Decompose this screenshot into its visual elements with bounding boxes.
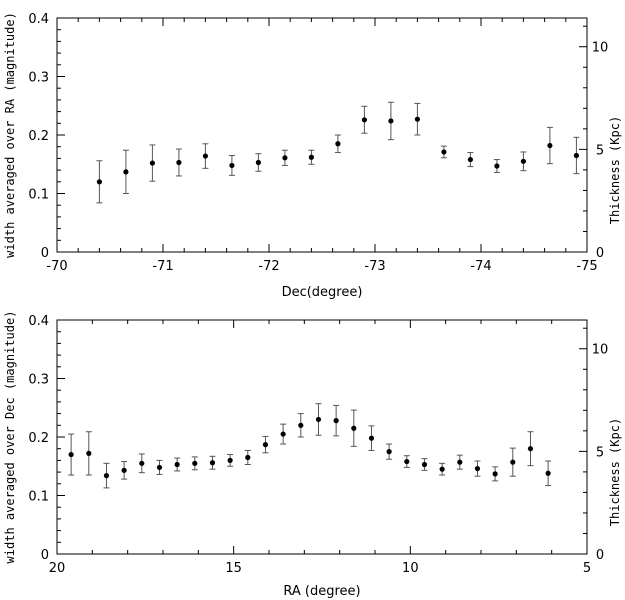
data-point: [414, 116, 420, 122]
data-point: [282, 155, 288, 161]
data-point: [335, 141, 341, 147]
x-tick-label: -74: [470, 259, 491, 274]
data-marks-ra: [68, 403, 552, 489]
data-point: [467, 156, 473, 163]
plot-frame-dec: [56, 17, 588, 253]
y-tick-label: 0.3: [28, 373, 49, 388]
data-point: [404, 458, 410, 465]
x-tick-label: 20: [49, 561, 66, 576]
data-point: [573, 152, 580, 159]
data-point: [255, 159, 261, 166]
data-point: [545, 470, 551, 476]
plot-frame-ra: [56, 319, 588, 555]
data-point: [103, 473, 110, 479]
data-point: [96, 179, 102, 185]
y-tick-label: 0.4: [28, 314, 49, 329]
data-point: [315, 416, 322, 423]
y-tick-label: 0.2: [28, 129, 49, 144]
data-point: [547, 142, 553, 149]
x-axis-label-dec: Dec(degree): [282, 285, 363, 300]
data-point: [192, 460, 198, 466]
data-point: [176, 159, 182, 166]
data-point: [308, 154, 314, 160]
data-point: [298, 422, 304, 428]
data-point: [351, 425, 357, 431]
data-point: [86, 450, 92, 456]
y2-axis-label-ra: Thickness (Kpc): [608, 418, 622, 526]
y-tick-label: 0.1: [28, 490, 49, 505]
data-point: [262, 442, 269, 448]
data-point: [123, 169, 129, 175]
y-axis-label-dec: width averaged over RA (magnitude): [3, 12, 17, 258]
x-axis-label-ra: RA (degree): [283, 584, 360, 599]
y2-tick-label: 0: [596, 246, 604, 261]
x-tick-label: 15: [225, 561, 242, 576]
data-point: [441, 149, 447, 155]
data-point: [520, 158, 527, 164]
data-point: [386, 449, 392, 455]
y2-tick-label: 5: [596, 143, 604, 158]
data-point: [245, 454, 251, 461]
data-point: [229, 162, 235, 169]
data-point: [174, 461, 180, 468]
y2-tick-label: 10: [592, 41, 609, 56]
y-axis-label-ra: width averaged over Dec (magnitude): [3, 311, 17, 564]
y-tick-label: 0.4: [28, 12, 49, 27]
data-point: [149, 160, 155, 166]
y2-tick-label: 0: [596, 548, 604, 563]
data-point: [421, 461, 428, 468]
data-point: [439, 466, 445, 472]
data-point: [494, 163, 500, 169]
y2-axis-label-dec: Thickness (Kpc): [608, 116, 622, 224]
data-point: [156, 464, 163, 471]
data-point: [202, 153, 208, 159]
data-point: [361, 117, 367, 123]
x-tick-label: -75: [576, 259, 597, 274]
data-point: [139, 460, 145, 466]
data-point: [527, 446, 534, 452]
y2-tick-label: 10: [592, 343, 609, 358]
x-tick-label: -70: [46, 259, 67, 274]
data-point: [209, 460, 216, 466]
x-tick-label: -72: [258, 259, 279, 274]
y-tick-label: 0.2: [28, 431, 49, 446]
data-point: [68, 451, 74, 458]
data-point: [368, 435, 375, 441]
data-marks-dec: [96, 101, 580, 204]
y-tick-label: 0.3: [28, 71, 49, 86]
data-point: [280, 431, 286, 437]
data-point: [474, 465, 481, 472]
data-point: [121, 467, 127, 473]
data-point: [388, 118, 394, 124]
x-tick-label: -73: [364, 259, 385, 274]
data-point: [227, 457, 233, 463]
y-tick-label: 0: [41, 548, 49, 563]
x-tick-label: 5: [583, 561, 591, 576]
x-tick-label: 10: [402, 561, 419, 576]
data-point: [333, 418, 339, 424]
y-tick-label: 0: [41, 246, 49, 261]
y2-tick-label: 5: [596, 445, 604, 460]
data-point: [510, 459, 516, 465]
y-tick-label: 0.1: [28, 188, 49, 203]
data-point: [492, 471, 498, 477]
x-tick-label: -71: [152, 259, 173, 274]
data-point: [457, 459, 463, 465]
